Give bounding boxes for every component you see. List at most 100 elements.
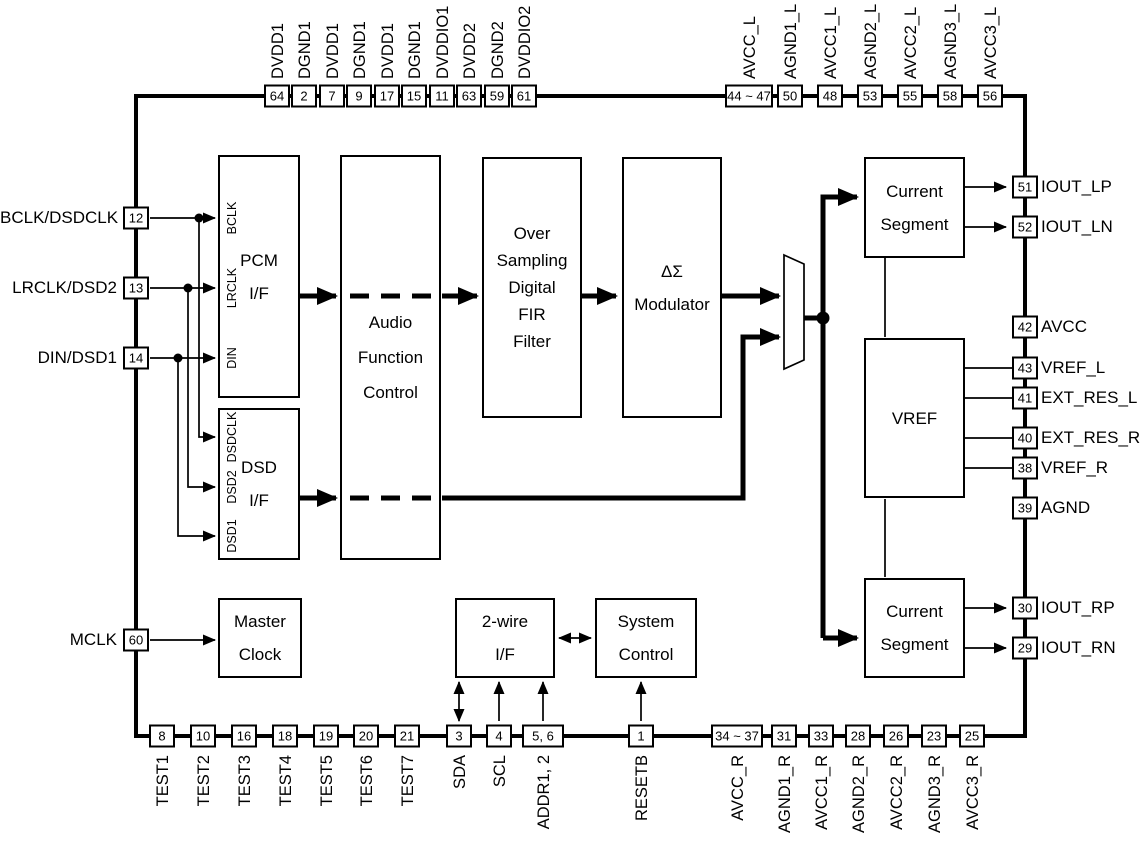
pin-label-dvdd2: DVDD2	[461, 23, 479, 79]
block-current-segment-right: Current Segment	[864, 578, 965, 678]
pin-label-ext-res-l: EXT_RES_L	[1041, 388, 1138, 407]
pin-label-sda: SDA	[451, 755, 469, 789]
pin-label-test7: TEST7	[399, 755, 417, 806]
pin-agnd1-r-31-bottom: 31	[771, 724, 797, 748]
chip-boundary	[134, 94, 1027, 738]
block-delta-sigma-modulator-label: ΔΣ Modulator	[634, 261, 710, 314]
pin-dgnd1-15-top: 15	[401, 84, 427, 108]
pin-label-test4: TEST4	[277, 755, 295, 806]
pin-agnd1-l-50-top: 50	[777, 84, 803, 108]
pin-avcc3-r-25-bottom: 25	[959, 724, 985, 748]
block-two-wire-if: 2-wire I/F	[455, 598, 555, 678]
pin-label-dvdd1: DVDD1	[324, 23, 342, 79]
pin-label-avcc-r: AVCC_R	[729, 755, 747, 821]
pin-dgnd2-59-top: 59	[484, 84, 510, 108]
pin-label-dgnd1: DGND1	[296, 21, 314, 79]
pin-label-agnd1-l: AGND1_L	[782, 4, 800, 79]
block-vref-label: VREF	[891, 408, 938, 428]
pin-avcc2-l-55-top: 55	[897, 84, 923, 108]
pin-label-iout-lp: IOUT_LP	[1041, 177, 1112, 196]
pin-test3-16-bottom: 16	[231, 724, 257, 748]
pin-ext-res-l-41-right: 41	[1012, 386, 1038, 410]
pin-label-dgnd1: DGND1	[351, 21, 369, 79]
pin-label-vref-l: VREF_L	[1041, 358, 1106, 377]
pin-label-avcc: AVCC	[1041, 317, 1087, 336]
pin-label-addr1-2: ADDR1, 2	[535, 755, 553, 829]
pin-test7-21-bottom: 21	[394, 724, 420, 748]
pcm-port-label-din: DIN	[225, 347, 239, 369]
pin-label-test6: TEST6	[358, 755, 376, 806]
pin-label-iout-rn: IOUT_RN	[1041, 638, 1116, 657]
pin-label-din-dsd1: DIN/DSD1	[37, 348, 117, 367]
block-vref: VREF	[864, 338, 965, 498]
pin-mclk-60-left: 60	[123, 628, 149, 652]
block-dsd-if: DSD I/F	[218, 408, 300, 560]
pin-avcc2-r-26-bottom: 26	[883, 724, 909, 748]
pin-label-agnd1-r: AGND1_R	[776, 755, 794, 833]
pin-avcc1-l-48-top: 48	[817, 84, 843, 108]
pin-label-dgnd2: DGND2	[489, 21, 507, 79]
pin-addr1-2-5-6-bottom: 5, 6	[522, 724, 564, 748]
block-pcm-if-label: PCM I/F	[240, 250, 278, 303]
block-two-wire-if-label: 2-wire I/F	[481, 612, 529, 664]
block-current-segment-left-label: Current Segment	[880, 181, 949, 234]
pin-label-dvddio2: DVDDIO2	[516, 6, 534, 79]
pin-avcc1-r-33-bottom: 33	[808, 724, 834, 748]
pin-dgnd1-2-top: 2	[291, 84, 317, 108]
pin-label-agnd2-r: AGND2_R	[850, 755, 868, 833]
pin-avcc-r-34-37-bottom: 34 ~ 37	[711, 724, 763, 748]
pin-label-test1: TEST1	[154, 755, 172, 806]
pin-ext-res-r-40-right: 40	[1012, 426, 1038, 450]
pin-dvdd1-64-top: 64	[264, 84, 290, 108]
pin-scl-4-bottom: 4	[486, 724, 512, 748]
pin-label-test2: TEST2	[195, 755, 213, 806]
pin-iout-rp-30-right: 30	[1012, 596, 1038, 620]
pin-label-iout-rp: IOUT_RP	[1041, 598, 1115, 617]
junction-dot	[194, 213, 204, 223]
pin-label-agnd2-l: AGND2_L	[862, 4, 880, 79]
pin-avcc-l-44-47-top: 44 ~ 47	[725, 84, 773, 108]
pin-label-lrclk-dsd2: LRCLK/DSD2	[12, 278, 117, 297]
pin-iout-ln-52-right: 52	[1012, 215, 1038, 239]
pin-label-bclk-dsdclk: BCLK/DSDCLK	[0, 208, 119, 227]
junction-dot	[816, 311, 830, 325]
pin-label-iout-ln: IOUT_LN	[1041, 217, 1113, 236]
pin-label-agnd3-r: AGND3_R	[926, 755, 944, 833]
block-system-control-label: System Control	[617, 612, 675, 664]
pin-dgnd1-9-top: 9	[346, 84, 372, 108]
pin-vref-r-38-right: 38	[1012, 456, 1038, 480]
block-audio-function-control-label: Audio Function Control	[357, 313, 424, 402]
pin-label-resetb: RESETB	[633, 755, 651, 821]
dsd-port-label-dsd2: DSD2	[225, 470, 239, 503]
block-master-clock-label: Master Clock	[234, 612, 286, 664]
pcm-port-label-bclk: BCLK	[225, 201, 239, 234]
pin-test6-20-bottom: 20	[353, 724, 379, 748]
pin-label-dvddio1: DVDDIO1	[434, 6, 452, 79]
junction-dot	[183, 283, 193, 293]
pin-label-ext-res-r: EXT_RES_R	[1041, 428, 1141, 447]
pin-label-agnd: AGND	[1041, 498, 1091, 517]
pin-label-avcc3-l: AVCC3_L	[982, 7, 1000, 79]
pin-lrclk-dsd2-13-left: 13	[123, 276, 149, 300]
pin-agnd3-l-58-top: 58	[937, 84, 963, 108]
pin-sda-3-bottom: 3	[446, 724, 472, 748]
pin-label-test3: TEST3	[236, 755, 254, 806]
block-dsd-if-label: DSD I/F	[241, 458, 277, 510]
block-current-segment-left: Current Segment	[864, 157, 965, 258]
pin-vref-l-43-right: 43	[1012, 356, 1038, 380]
pin-label-avcc1-r: AVCC1_R	[813, 755, 831, 830]
block-master-clock: Master Clock	[218, 598, 302, 678]
pin-avcc-42-right: 42	[1012, 315, 1038, 339]
pin-din-dsd1-14-left: 14	[123, 346, 149, 370]
pin-label-vref-r: VREF_R	[1041, 458, 1109, 477]
dsd-port-label-dsdclk: DSDCLK	[225, 411, 239, 462]
pcm-port-label-lrclk: LRCLK	[225, 267, 239, 308]
pin-test2-10-bottom: 10	[190, 724, 216, 748]
pin-resetb-1-bottom: 1	[628, 724, 654, 748]
pin-test1-8-bottom: 8	[149, 724, 175, 748]
pin-label-test5: TEST5	[318, 755, 336, 806]
pin-dvddio2-61-top: 61	[511, 84, 537, 108]
pin-agnd3-r-23-bottom: 23	[921, 724, 947, 748]
